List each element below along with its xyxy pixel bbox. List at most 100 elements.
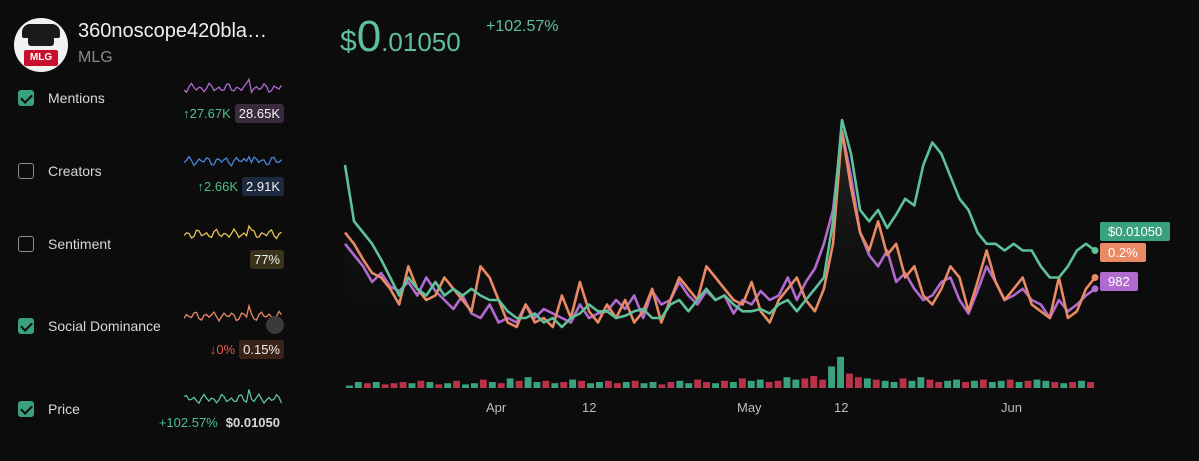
- volume-bar: [872, 379, 880, 388]
- x-tick-label: Apr: [486, 400, 507, 415]
- metric-price[interactable]: Price +102.57% $0.01050: [18, 389, 288, 461]
- series-line-social-dominance: [343, 130, 1097, 329]
- price-display: $ 0 .01050: [340, 12, 461, 62]
- volume-bar: [372, 382, 380, 388]
- volume-bar: [640, 383, 648, 388]
- volume-bar: [854, 377, 862, 388]
- volume-bar: [792, 379, 800, 388]
- volume-bar: [631, 380, 639, 388]
- volume-bar: [435, 384, 443, 388]
- volume-bar: [578, 380, 585, 388]
- metric-checkbox[interactable]: [18, 163, 34, 179]
- volume-bar: [694, 379, 702, 388]
- volume-bar: [462, 384, 469, 388]
- volume-bar: [890, 382, 898, 388]
- series-end-dot: [1091, 247, 1099, 254]
- volume-bar: [381, 384, 389, 388]
- chart-area-fill: [345, 131, 1095, 345]
- volume-bar: [810, 376, 818, 388]
- volume-bar: [453, 380, 460, 388]
- volume-bar: [819, 379, 827, 388]
- volume-bar: [774, 380, 782, 388]
- sparkline-path: [184, 389, 283, 405]
- metric-value: 28.65K: [234, 104, 284, 123]
- metric-value: $0.01050: [225, 415, 280, 430]
- metric-social-dominance[interactable]: Social Dominance ↓0% 0.15%: [18, 303, 288, 378]
- volume-bar: [1042, 380, 1050, 388]
- metric-label: Social Dominance: [48, 318, 161, 334]
- volume-bar: [408, 383, 416, 388]
- sparkline-path: [184, 303, 283, 323]
- metric-label: Price: [48, 401, 80, 417]
- metric-checkbox[interactable]: [18, 401, 34, 417]
- volume-bar: [649, 382, 657, 388]
- metric-sparkline: [184, 224, 282, 240]
- volume-bar: [596, 382, 603, 388]
- metric-checkbox[interactable]: [18, 318, 34, 334]
- metric-toggle-dot[interactable]: [266, 316, 284, 334]
- metric-creators[interactable]: Creators ↑2.66K 2.91K: [18, 155, 288, 223]
- avatar-mask-shape: [28, 36, 54, 46]
- volume-bar: [962, 382, 969, 388]
- volume-bar: [1015, 382, 1023, 388]
- volume-bar: [846, 373, 853, 388]
- avatar-logo-tag: MLG: [24, 50, 58, 66]
- metric-change: ↑2.66K: [197, 179, 239, 194]
- volume-bar: [569, 379, 577, 388]
- volume-bar: [1060, 383, 1068, 388]
- metric-value: 0.15%: [239, 340, 284, 359]
- volume-bar: [756, 379, 764, 388]
- metric-label: Mentions: [48, 90, 105, 106]
- volume-bar: [712, 383, 719, 388]
- metric-sentiment[interactable]: Sentiment 77%: [18, 224, 288, 296]
- metric-mentions[interactable]: Mentions ↑27.67K 28.65K: [18, 77, 288, 150]
- volume-bar: [863, 378, 871, 388]
- volume-bar: [971, 380, 978, 388]
- volume-bar: [560, 382, 568, 388]
- volume-bar: [899, 378, 907, 388]
- x-tick-label: Jun: [1001, 400, 1022, 415]
- volume-bar: [828, 366, 835, 388]
- mentions-last-label: 982: [1100, 272, 1138, 291]
- volume-bar: [604, 380, 612, 388]
- volume-bar: [1024, 380, 1032, 388]
- volume-bar: [363, 383, 371, 388]
- volume-bar: [524, 377, 532, 388]
- metric-value: 2.91K: [242, 177, 284, 196]
- volume-bar: [926, 379, 934, 388]
- volume-bar: [747, 380, 755, 388]
- volume-bar: [497, 383, 505, 388]
- volume-bar: [1078, 380, 1085, 388]
- metric-sparkline: [184, 155, 282, 167]
- volume-bar: [738, 378, 746, 388]
- social-dominance-last-label: 0.2%: [1100, 243, 1146, 262]
- volume-bar: [801, 378, 809, 388]
- sparkline-path: [184, 155, 282, 167]
- volume-bar: [533, 382, 541, 388]
- series-end-dot: [1091, 285, 1099, 293]
- metric-checkbox[interactable]: [18, 90, 34, 106]
- volume-bar: [721, 380, 728, 388]
- volume-bar: [703, 382, 710, 388]
- volume-bar: [765, 382, 773, 388]
- volume-bar: [997, 380, 1005, 388]
- metric-checkbox[interactable]: [18, 236, 34, 252]
- x-tick-label: 12: [834, 400, 849, 415]
- volume-bar: [622, 382, 630, 388]
- x-tick-label: 12: [582, 400, 597, 415]
- volume-bar: [1051, 382, 1059, 388]
- volume-bar: [515, 380, 523, 388]
- metric-value: 77%: [249, 250, 284, 269]
- volume-bar: [444, 383, 452, 388]
- volume-bar: [1033, 379, 1041, 388]
- metric-change: ↓0%: [209, 342, 236, 357]
- volume-bar: [542, 380, 550, 388]
- volume-bar: [917, 377, 925, 388]
- volume-bar: [488, 382, 496, 388]
- metric-sparkline: [184, 303, 283, 323]
- series-line-price: [343, 118, 1096, 329]
- metric-label: Sentiment: [48, 236, 112, 252]
- volume-bar: [587, 383, 594, 388]
- volume-bar: [908, 380, 916, 388]
